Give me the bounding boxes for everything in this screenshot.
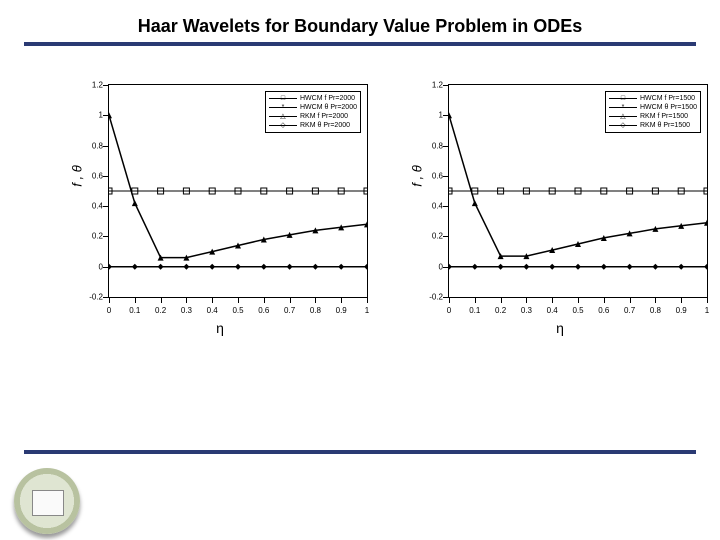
x-tick-label: 0.6 (598, 306, 609, 315)
plot-area-left: □HWCM f Pr=2000*HWCM θ Pr=2000△RKM f Pr=… (108, 84, 368, 298)
x-tick-label: 1 (365, 306, 369, 315)
y-tick-label: 1 (409, 111, 443, 120)
y-tick-label: 1.2 (409, 81, 443, 90)
x-tick-label: 0.1 (469, 306, 480, 315)
x-tick-label: 0 (447, 306, 451, 315)
plot-area-right: □HWCM f Pr=1500*HWCM θ Pr=1500△RKM f Pr=… (448, 84, 708, 298)
y-tick-label: -0.2 (69, 293, 103, 302)
x-tick-label: 0.5 (232, 306, 243, 315)
x-tick-label: 0.4 (207, 306, 218, 315)
legend-left: □HWCM f Pr=2000*HWCM θ Pr=2000△RKM f Pr=… (265, 91, 361, 133)
x-tick-label: 0.9 (336, 306, 347, 315)
slide: Haar Wavelets for Boundary Value Problem… (0, 0, 720, 540)
legend-item: *HWCM θ Pr=2000 (269, 103, 357, 112)
legend-item: △RKM f Pr=2000 (269, 112, 357, 121)
institution-logo (14, 468, 80, 534)
legend-right: □HWCM f Pr=1500*HWCM θ Pr=1500△RKM f Pr=… (605, 91, 701, 133)
x-tick-label: 0.2 (495, 306, 506, 315)
divider-top (24, 42, 696, 46)
y-tick-label: 1 (69, 111, 103, 120)
chart-left: f , θ □HWCM f Pr=2000*HWCM θ Pr=2000△RKM… (60, 76, 380, 336)
y-tick-label: 0.8 (69, 141, 103, 150)
x-tick-label: 0.7 (284, 306, 295, 315)
y-tick-label: 0.4 (69, 202, 103, 211)
y-tick-label: 1.2 (69, 81, 103, 90)
x-axis-label: η (60, 320, 380, 336)
x-tick-label: 0.1 (129, 306, 140, 315)
legend-item: *HWCM θ Pr=1500 (609, 103, 697, 112)
x-tick-label: 0.9 (676, 306, 687, 315)
x-axis-label: η (400, 320, 720, 336)
x-tick-label: 0.8 (650, 306, 661, 315)
chart-right: f , θ □HWCM f Pr=1500*HWCM θ Pr=1500△RKM… (400, 76, 720, 336)
y-tick-label: 0.8 (409, 141, 443, 150)
y-tick-label: 0.2 (409, 232, 443, 241)
divider-bottom (24, 450, 696, 454)
y-tick-label: 0.6 (69, 171, 103, 180)
legend-item: ◇RKM θ Pr=2000 (269, 121, 357, 130)
y-tick-label: -0.2 (409, 293, 443, 302)
x-tick-label: 0.3 (521, 306, 532, 315)
legend-item: □HWCM f Pr=2000 (269, 94, 357, 103)
y-tick-label: 0.6 (409, 171, 443, 180)
x-tick-label: 0.3 (181, 306, 192, 315)
legend-item: ◇RKM θ Pr=1500 (609, 121, 697, 130)
x-tick-label: 0.2 (155, 306, 166, 315)
y-tick-label: 0 (69, 262, 103, 271)
y-tick-label: 0.4 (409, 202, 443, 211)
y-tick-label: 0.2 (69, 232, 103, 241)
x-tick-label: 0.6 (258, 306, 269, 315)
x-tick-label: 1 (705, 306, 709, 315)
legend-item: □HWCM f Pr=1500 (609, 94, 697, 103)
x-tick-label: 0.4 (547, 306, 558, 315)
y-tick-label: 0 (409, 262, 443, 271)
page-title: Haar Wavelets for Boundary Value Problem… (0, 16, 720, 37)
x-tick-label: 0.7 (624, 306, 635, 315)
x-tick-label: 0.5 (572, 306, 583, 315)
x-tick-label: 0 (107, 306, 111, 315)
x-tick-label: 0.8 (310, 306, 321, 315)
legend-item: △RKM f Pr=1500 (609, 112, 697, 121)
